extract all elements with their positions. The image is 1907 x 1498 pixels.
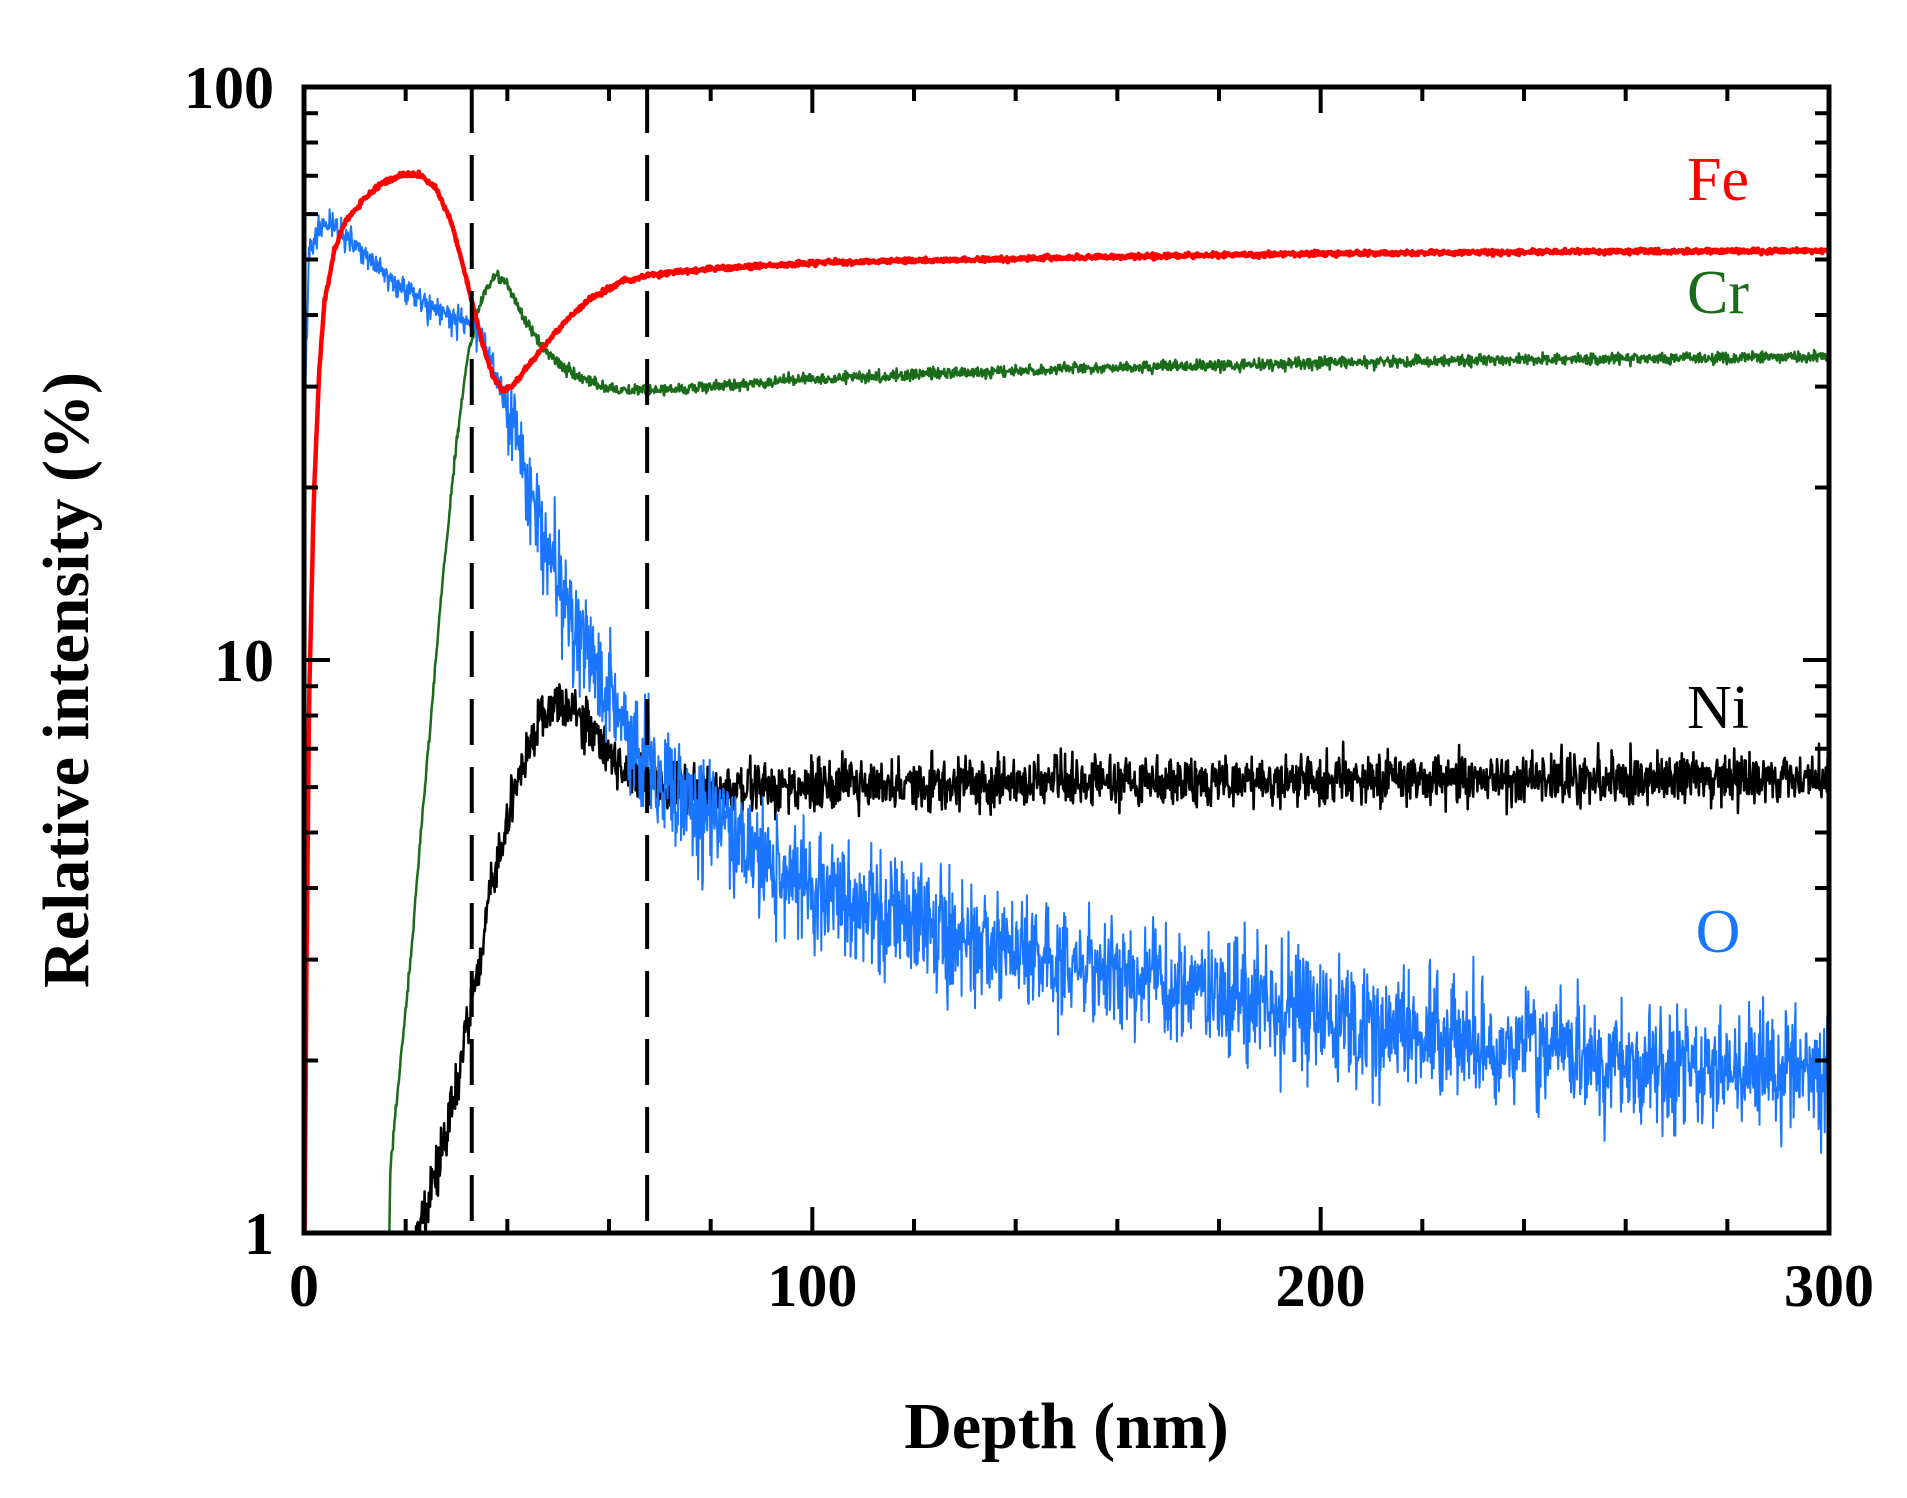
series-label-o: O xyxy=(1696,898,1741,966)
y-axis-title: Relative intensity (%) xyxy=(30,372,103,988)
series-label-fe: Fe xyxy=(1687,146,1749,214)
plot-frame xyxy=(301,84,1832,1236)
x-tick-label: 100 xyxy=(767,1253,857,1319)
x-tick-label: 300 xyxy=(1784,1253,1874,1319)
tick-labels-layer: 0 100 200 300 1 10 100 xyxy=(184,55,1874,1319)
series-layer xyxy=(304,169,1829,1233)
series-line-cr xyxy=(388,269,1829,1233)
reference-lines-layer xyxy=(469,87,650,1233)
y-tick-label: 10 xyxy=(214,628,274,694)
x-axis-title: Depth (nm) xyxy=(904,1390,1229,1463)
y-tick-label: 100 xyxy=(184,55,274,121)
y-tick-label: 1 xyxy=(244,1201,274,1267)
x-tick-label: 0 xyxy=(289,1253,319,1319)
series-label-cr: Cr xyxy=(1687,259,1749,327)
series-line-fe xyxy=(304,169,1829,1233)
series-line-o xyxy=(304,208,1829,1154)
x-tick-label: 200 xyxy=(1276,1253,1366,1319)
series-labels-layer: Fe Cr Ni O xyxy=(1687,146,1749,966)
series-label-ni: Ni xyxy=(1687,674,1749,742)
